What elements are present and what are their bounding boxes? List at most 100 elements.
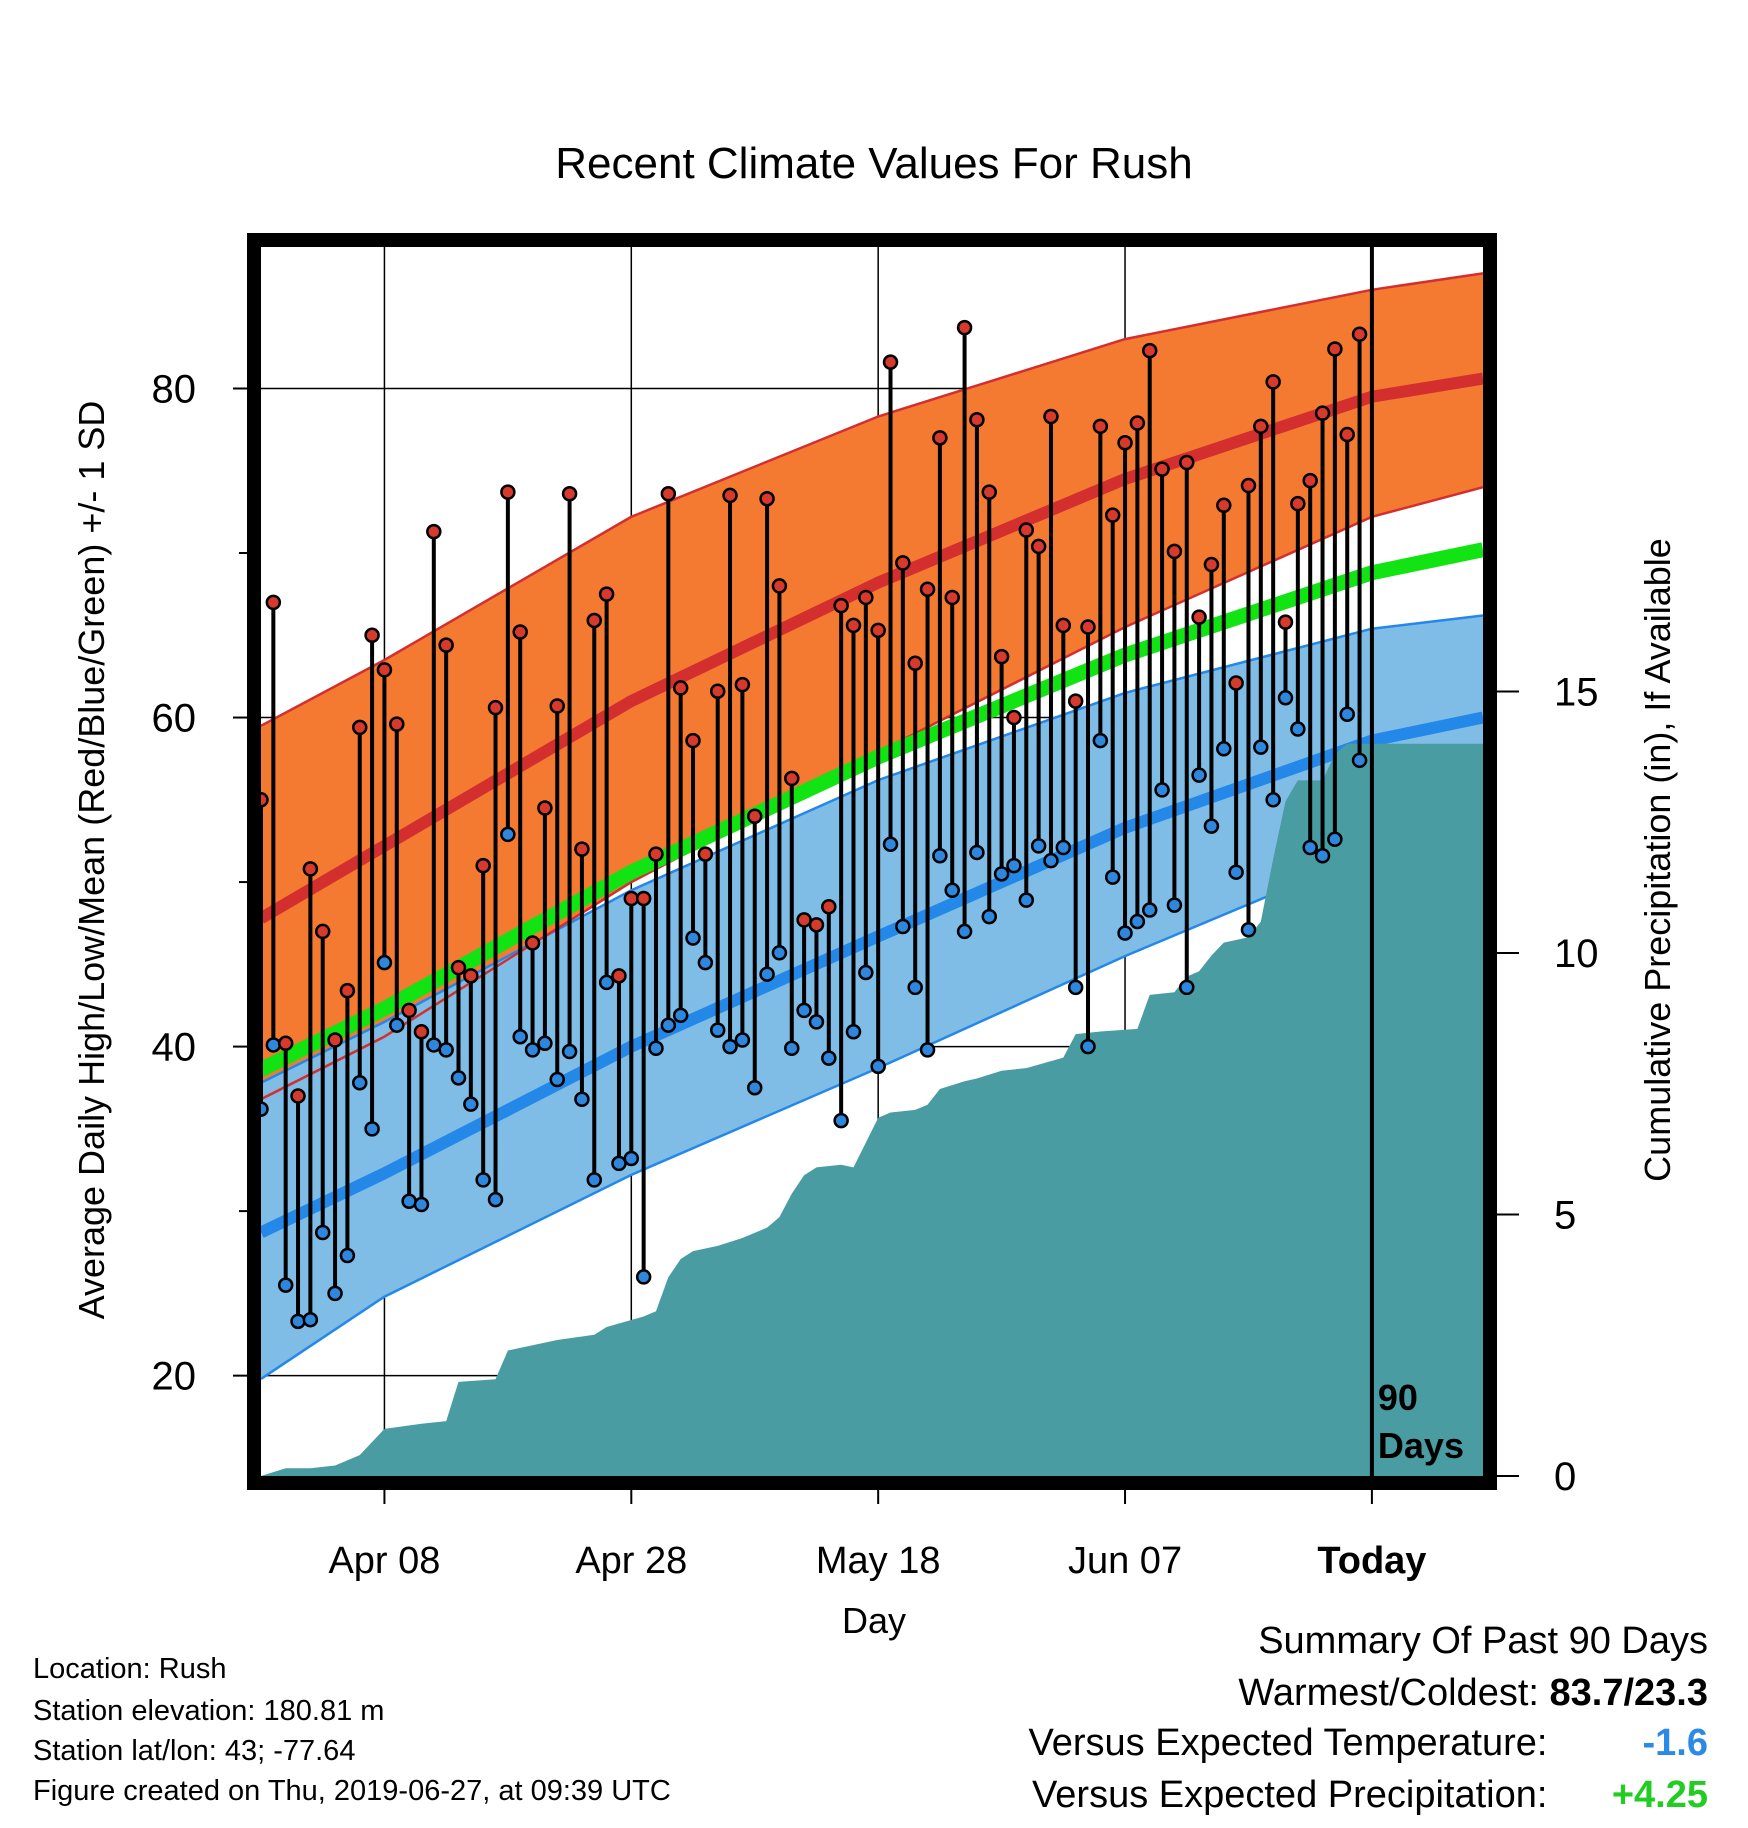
daily-high-point — [697, 846, 714, 862]
warmest-label: Warmest/Coldest: — [1238, 1672, 1539, 1714]
x-axis-label: Day — [842, 1600, 906, 1641]
daily-low-point — [722, 1038, 738, 1055]
daily-low-point — [327, 1285, 343, 1302]
daily-low-point — [981, 908, 998, 925]
daily-low-point — [1067, 979, 1084, 996]
daily-low-point — [685, 930, 701, 946]
daily-low-point — [500, 826, 516, 843]
daily-high-point — [277, 1035, 294, 1052]
daily-low-point — [1228, 864, 1244, 880]
daily-low-point — [1302, 839, 1318, 856]
daily-low-point — [907, 979, 923, 996]
daily-low-point — [1203, 818, 1220, 834]
daily-low-point — [1043, 852, 1059, 869]
daily-high-point — [265, 594, 282, 611]
daily-high-point — [759, 490, 775, 507]
y-axis-label: Average Daily High/Low/Mean (Red/Blue/Gr… — [71, 401, 112, 1320]
daily-high-point — [1166, 543, 1183, 560]
daily-low-point — [598, 974, 615, 991]
daily-low-point — [1290, 721, 1306, 737]
daily-low-point — [426, 1037, 442, 1053]
daily-low-point — [746, 1079, 763, 1096]
daily-high-point — [261, 792, 269, 808]
daily-high-point — [512, 624, 528, 640]
daily-high-point — [598, 586, 615, 602]
daily-high-point — [302, 861, 319, 877]
daily-high-point — [1351, 326, 1368, 342]
precip-anomaly-label: Versus Expected Precipitation: — [1032, 1774, 1548, 1816]
daily-low-point — [1080, 1038, 1096, 1055]
daily-high-point — [672, 680, 689, 696]
warmest-value: 83.7/23.3 — [1549, 1672, 1708, 1714]
daily-high-point — [1290, 495, 1306, 512]
daily-low-point — [1018, 892, 1035, 908]
daily-high-point — [981, 484, 998, 500]
daily-low-point — [1055, 839, 1072, 856]
daily-high-point — [870, 622, 886, 639]
daily-low-point — [524, 1042, 541, 1058]
daily-high-point — [1043, 408, 1059, 425]
daily-high-point — [993, 648, 1010, 665]
y-tick-label: 60 — [152, 697, 197, 741]
daily-high-point — [932, 430, 948, 446]
daily-high-point — [907, 655, 923, 671]
daily-high-point — [339, 982, 356, 999]
daily-low-point — [1339, 706, 1355, 723]
daily-high-point — [1104, 507, 1121, 523]
daily-low-point — [919, 1042, 936, 1058]
daily-high-point — [969, 412, 985, 428]
daily-low-point — [771, 945, 788, 961]
daily-high-point — [561, 486, 578, 502]
daily-low-point — [709, 1022, 726, 1038]
daily-high-point — [475, 857, 491, 874]
daily-high-point — [1117, 435, 1133, 451]
daily-high-point — [821, 898, 837, 915]
daily-high-point — [956, 319, 973, 336]
daily-low-point — [1265, 792, 1281, 808]
summary-warmest: Warmest/Coldest: 83.7/23.3 — [1238, 1672, 1708, 1715]
daily-high-point — [1129, 415, 1146, 431]
daily-high-point — [463, 968, 479, 984]
cumulative-precip-area — [261, 743, 1483, 1476]
daily-low-point — [734, 1032, 751, 1048]
daily-high-point — [1055, 617, 1072, 634]
daily-low-point — [277, 1277, 294, 1293]
daily-low-point — [1154, 782, 1170, 798]
daily-high-point — [944, 589, 960, 606]
daily-low-point — [1179, 979, 1195, 996]
daily-low-point — [759, 966, 775, 982]
daily-low-point — [611, 1155, 627, 1172]
daily-low-point — [475, 1172, 491, 1188]
daily-high-point — [1240, 477, 1257, 494]
daily-high-point — [1154, 461, 1170, 477]
daily-high-point — [895, 555, 911, 571]
summary-temperature: Versus Expected Temperature: -1.6 — [1029, 1722, 1708, 1765]
daily-low-point — [833, 1112, 849, 1129]
daily-high-point — [586, 612, 603, 629]
daily-low-point — [549, 1071, 565, 1088]
daily-low-point — [1166, 897, 1183, 913]
daily-low-point — [450, 1070, 467, 1086]
daily-high-point — [845, 617, 862, 634]
daily-low-point — [845, 1024, 862, 1040]
y-tick-label: 40 — [152, 1026, 197, 1070]
daily-low-point — [1351, 752, 1368, 769]
precip-anomaly-value: +4.25 — [1611, 1774, 1708, 1816]
daily-high-point — [401, 1002, 417, 1019]
y2-tick-label: 0 — [1554, 1455, 1576, 1499]
created-text: Figure created on Thu, 2019-06-27, at 09… — [33, 1775, 671, 1807]
daily-low-point — [944, 882, 960, 899]
daily-high-point — [635, 890, 652, 907]
daily-high-point — [1253, 418, 1269, 435]
temp-anomaly-label: Versus Expected Temperature: — [1028, 1722, 1548, 1764]
daily-low-point — [487, 1191, 504, 1208]
daily-high-point — [1203, 556, 1220, 573]
y2-tick-label: 5 — [1554, 1194, 1576, 1238]
daily-low-point — [290, 1313, 306, 1330]
daily-high-point — [376, 662, 393, 678]
daily-low-point — [660, 1017, 677, 1033]
chart-title: Recent Climate Values For Rush — [555, 139, 1192, 188]
daily-high-point — [746, 808, 763, 825]
daily-low-point — [1104, 869, 1121, 885]
daily-low-point — [261, 1101, 269, 1117]
